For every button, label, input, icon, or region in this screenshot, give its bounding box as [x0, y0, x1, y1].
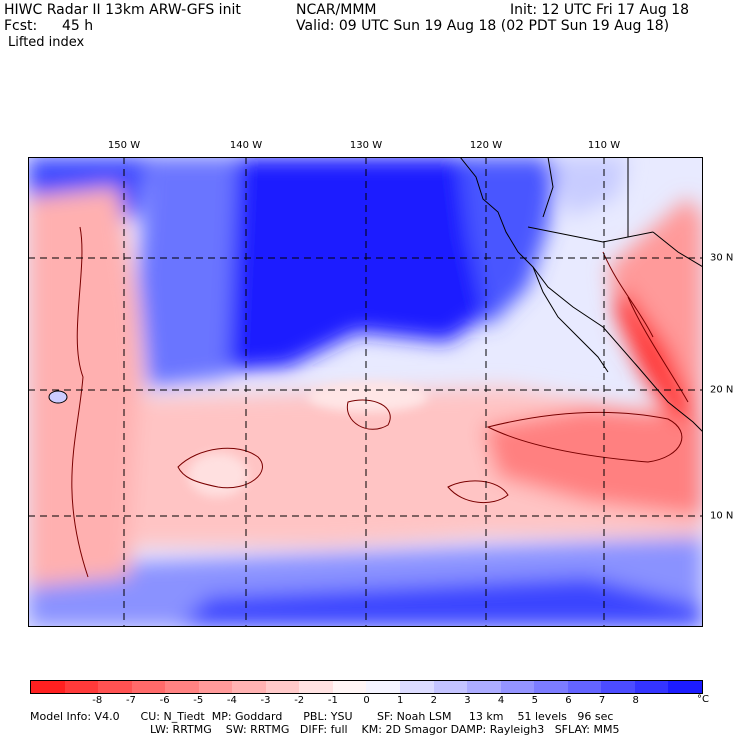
colorbar-tick-label: -4 — [226, 695, 237, 706]
org-label: NCAR/MMM — [296, 2, 377, 18]
lon-label-130w: 130 W — [349, 140, 383, 151]
colorbar-labels: -8 -7 -6 -5 -4 -3 -2 -1 0 1 2 3 4 5 6 7 8 — [30, 695, 703, 707]
lon-label-140w: 140 W — [229, 140, 263, 151]
valid-time: Valid: 09 UTC Sun 19 Aug 18 (02 PDT Sun … — [296, 18, 670, 34]
colorbar-swatch — [131, 681, 166, 693]
colorbar-tick-label: 0 — [363, 695, 370, 706]
colorbar-tick-label: -2 — [294, 695, 305, 706]
colorbar-swatch — [332, 681, 367, 693]
colorbar-swatch — [64, 681, 99, 693]
colorbar-swatch — [634, 681, 669, 693]
colorbar-tick-label: 7 — [598, 695, 606, 706]
lon-label-120w: 120 W — [469, 140, 503, 151]
colorbar-tick-label: -7 — [125, 695, 136, 706]
colorbar — [30, 680, 703, 694]
colorbar-tick-label: -1 — [327, 695, 338, 706]
colorbar-swatch — [668, 681, 702, 693]
lon-label-150w: 150 W — [107, 140, 141, 151]
colorbar-swatch — [433, 681, 468, 693]
lat-label-20n: 20 N — [710, 384, 734, 396]
map-canvas — [28, 157, 703, 627]
colorbar-tick-label: -3 — [260, 695, 271, 706]
colorbar-tick-label: -6 — [159, 695, 170, 706]
colorbar-swatch — [400, 681, 434, 693]
colorbar-tick-label: 6 — [565, 695, 572, 706]
model-info-line1: Model Info: V4.0 CU: N_Tiedt MP: Goddard… — [30, 710, 614, 723]
colorbar-tick-label: -5 — [193, 695, 204, 706]
lat-label-30n: 30 N — [710, 252, 734, 264]
colorbar-swatch — [567, 681, 602, 693]
fcst-label: Fcst: — [4, 18, 38, 34]
fcst-value: 45 h — [62, 18, 94, 34]
colorbar-unit: °C — [697, 694, 709, 705]
colorbar-tick-label: 3 — [464, 695, 471, 706]
colorbar-swatch — [232, 681, 266, 693]
colorbar-swatch — [534, 681, 568, 693]
colorbar-swatch — [299, 681, 333, 693]
colorbar-swatch — [198, 681, 233, 693]
hawaii-island — [48, 390, 68, 404]
colorbar-swatch — [500, 681, 535, 693]
colorbar-tick-label: 5 — [531, 695, 538, 706]
field-name: Lifted index — [8, 35, 85, 50]
colorbar-swatch — [366, 681, 401, 693]
colorbar-swatch — [265, 681, 300, 693]
colorbar-swatch — [165, 681, 199, 693]
colorbar-tick-label: 4 — [497, 695, 505, 706]
colorbar-tick-label: 1 — [396, 695, 404, 706]
lifted-index-map — [28, 157, 703, 627]
colorbar-swatch — [601, 681, 635, 693]
colorbar-tick-label: -8 — [92, 695, 103, 706]
model-info-line2: LW: RRTMG SW: RRTMG DIFF: full KM: 2D Sm… — [150, 723, 620, 736]
colorbar-swatch — [467, 681, 501, 693]
colorbar-tick-label: 8 — [632, 695, 639, 706]
colorbar-swatch — [98, 681, 132, 693]
colorbar-swatch — [31, 681, 65, 693]
model-title: HIWC Radar II 13km ARW-GFS init — [4, 2, 241, 18]
colorbar-tick-label: 2 — [430, 695, 437, 706]
init-time: Init: 12 UTC Fri 17 Aug 18 — [510, 2, 690, 18]
lat-label-10n: 10 N — [710, 510, 734, 522]
lon-label-110w: 110 W — [587, 140, 621, 151]
